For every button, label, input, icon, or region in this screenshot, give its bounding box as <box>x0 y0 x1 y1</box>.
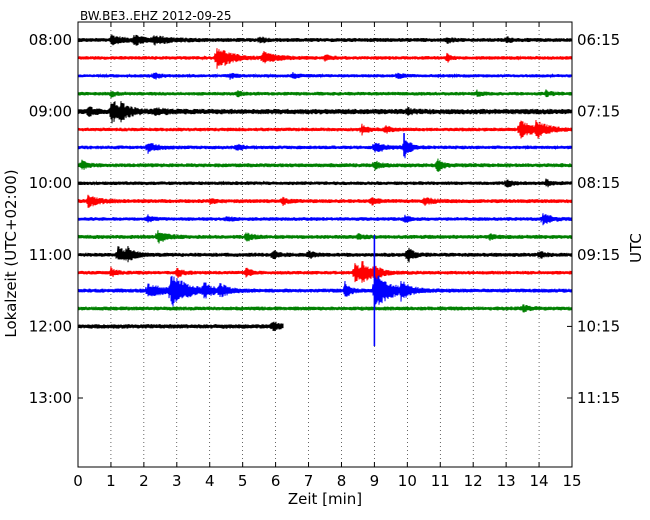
x-tick-label: 15 <box>562 472 581 490</box>
x-tick-label: 6 <box>271 472 281 490</box>
trace-0915 <box>77 119 573 139</box>
trace-1045 <box>77 230 573 244</box>
y-tick-label-right: 10:15 <box>577 317 620 335</box>
y-tick-label-left: 13:00 <box>29 389 72 407</box>
seismic-traces <box>77 34 573 347</box>
x-axis-label: Zeit [min] <box>288 490 362 508</box>
x-tick-label: 2 <box>139 472 149 490</box>
trace-0815 <box>77 48 573 69</box>
y-axis-label-right: UTC <box>627 233 645 263</box>
x-tick-label: 10 <box>398 472 417 490</box>
y-tick-label-right: 09:15 <box>577 246 620 264</box>
grid-lines <box>110 22 540 467</box>
trace-0930 <box>77 140 573 159</box>
trace-1145 <box>77 304 573 313</box>
trace-1100 <box>77 245 573 263</box>
trace-0830 <box>77 72 573 80</box>
trace-1015 <box>77 194 573 208</box>
y-tick-label-right: 06:15 <box>577 31 620 49</box>
x-tick-label: 1 <box>106 472 116 490</box>
trace-1200 <box>77 321 284 332</box>
x-tick-label: 5 <box>238 472 248 490</box>
axis-ticks: 0 1 2 3 4 5 6 7 8 9 10 11 12 13 14 1508:0009:0010:0011:… <box>29 22 620 490</box>
x-tick-label: 8 <box>337 472 347 490</box>
x-tick-label: 3 <box>172 472 182 490</box>
x-tick-label: 9 <box>370 472 380 490</box>
chart-title: BW.BE3..EHZ 2012-09-25 <box>80 9 232 23</box>
y-tick-label-right: 08:15 <box>577 174 620 192</box>
x-tick-label: 11 <box>431 472 450 490</box>
x-tick-label: 14 <box>530 472 549 490</box>
trace-1130 <box>77 275 573 307</box>
trace-1000 <box>77 178 573 188</box>
trace-0945 <box>77 158 573 172</box>
y-tick-label-left: 10:00 <box>29 174 72 192</box>
x-tick-label: 13 <box>497 472 516 490</box>
y-tick-label-left: 09:00 <box>29 103 72 121</box>
trace-1030 <box>77 213 573 226</box>
y-tick-label-left: 11:00 <box>29 246 72 264</box>
x-tick-label: 0 <box>73 472 83 490</box>
y-tick-label-right: 11:15 <box>577 389 620 407</box>
y-tick-label-left: 08:00 <box>29 31 72 49</box>
x-tick-label: 4 <box>205 472 215 490</box>
trace-1115 <box>77 261 573 283</box>
x-tick-label: 7 <box>304 472 314 490</box>
trace-0900 <box>77 101 573 124</box>
y-tick-label-right: 07:15 <box>577 103 620 121</box>
x-tick-label: 12 <box>464 472 483 490</box>
trace-0800 <box>77 34 573 46</box>
trace-0845 <box>77 89 573 99</box>
plot-frame <box>77 21 573 468</box>
y-axis-label-left: Lokalzeit (UTC+02:00) <box>2 169 20 337</box>
y-tick-label-left: 12:00 <box>29 317 72 335</box>
